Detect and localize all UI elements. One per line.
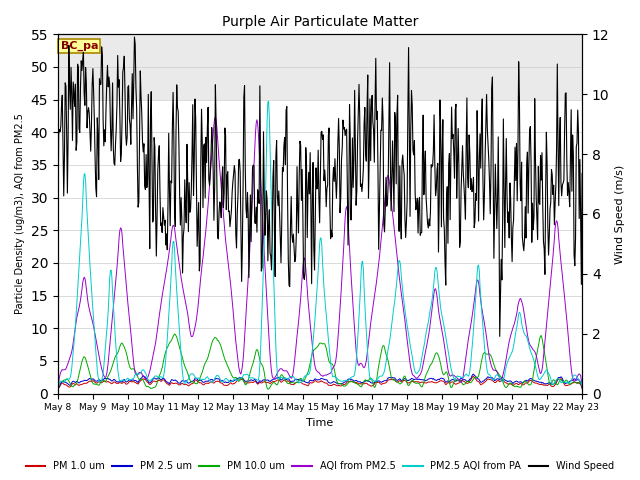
Legend: PM 1.0 um, PM 2.5 um, PM 10.0 um, AQI from PM2.5, PM2.5 AQI from PA, Wind Speed: PM 1.0 um, PM 2.5 um, PM 10.0 um, AQI fr…: [22, 457, 618, 475]
Bar: [58, 35, 582, 100]
Title: Purple Air Particulate Matter: Purple Air Particulate Matter: [222, 15, 418, 29]
Y-axis label: Particle Density (ug/m3), AQI from PM2.5: Particle Density (ug/m3), AQI from PM2.5: [15, 114, 25, 314]
Y-axis label: Wind Speed (m/s): Wind Speed (m/s): [615, 164, 625, 264]
Text: BC_pa: BC_pa: [61, 41, 98, 51]
X-axis label: Time: Time: [307, 418, 333, 428]
